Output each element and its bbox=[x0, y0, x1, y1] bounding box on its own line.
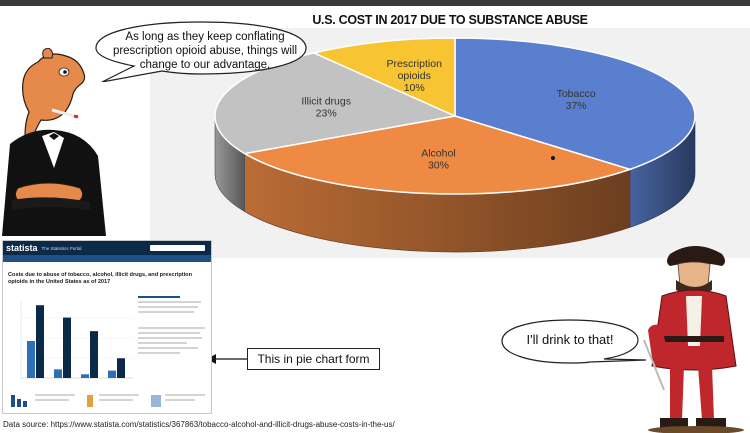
statista-bar-chart bbox=[20, 301, 133, 379]
statista-bar bbox=[54, 369, 62, 378]
statista-bar bbox=[108, 370, 116, 378]
captain-speech-bubble bbox=[501, 319, 647, 364]
statista-footer-thumbnails bbox=[11, 394, 205, 407]
statista-bar bbox=[117, 358, 125, 378]
statista-search-input bbox=[150, 245, 205, 251]
statista-bar bbox=[81, 374, 89, 378]
statista-bar bbox=[36, 305, 44, 378]
camel-bubble-line: As long as they keep conflating bbox=[125, 31, 285, 43]
pie-slice-label: Alcohol 30% bbox=[421, 148, 455, 172]
statista-logo: statista bbox=[6, 243, 38, 253]
camel-bubble-text: As long as they keep conflating prescrip… bbox=[110, 30, 300, 72]
pie-marker-dot bbox=[551, 156, 555, 160]
pie-slice bbox=[311, 37, 456, 118]
statista-bar bbox=[27, 341, 35, 378]
statista-header: statista The Statistics Portal bbox=[3, 241, 211, 255]
statista-bar bbox=[90, 331, 98, 378]
pie-slice bbox=[242, 115, 633, 195]
pie-slice-label: Tobacco 37% bbox=[557, 88, 596, 112]
top-bar bbox=[0, 0, 750, 6]
camel-bubble-line: change to our advantage. bbox=[139, 59, 271, 71]
pie-slice-label: Illicit drugs 23% bbox=[301, 96, 351, 120]
data-source-note: Data source: https://www.statista.com/st… bbox=[3, 420, 395, 429]
statista-screenshot-thumbnail: statista The Statistics Portal Costs due… bbox=[2, 240, 212, 414]
captain-character-illustration bbox=[643, 246, 744, 433]
chart-title: U.S. COST IN 2017 DUE TO SUBSTANCE ABUSE bbox=[312, 13, 588, 27]
callout-box: This in pie chart form bbox=[247, 348, 380, 370]
camel-speech-bubble bbox=[95, 21, 307, 82]
statista-nav-bar bbox=[3, 255, 211, 262]
statista-bar bbox=[63, 317, 71, 378]
pie-slice-label: Prescription opioids 10% bbox=[386, 58, 442, 94]
camel-bubble-line: prescription opioid abuse, things will bbox=[112, 45, 298, 57]
statista-side-panel bbox=[138, 293, 208, 357]
statista-chart-title: Costs due to abuse of tobacco, alcohol, … bbox=[8, 272, 192, 285]
statista-portal-name: The Statistics Portal bbox=[41, 245, 82, 251]
pie-slice bbox=[454, 37, 696, 171]
camel-character-illustration bbox=[2, 48, 106, 236]
captain-bubble-text: I'll drink to that! bbox=[526, 332, 614, 347]
